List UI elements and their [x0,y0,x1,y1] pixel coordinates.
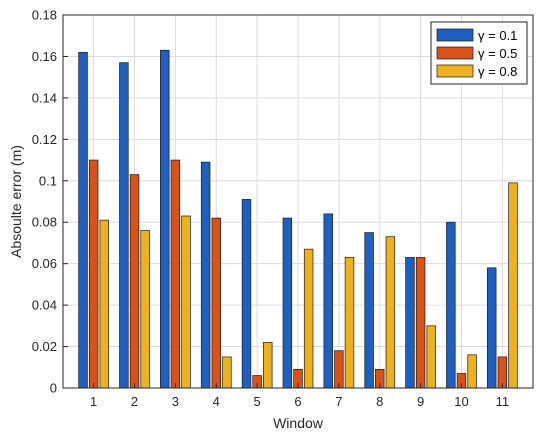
bar-series1-window-6 [282,217,293,389]
bar-series3-window-7 [344,257,355,389]
x-axis-label: Window [273,415,324,431]
plot-frame [62,14,534,389]
legend-label: γ = 0.5 [478,46,517,61]
bar-series1-window-4 [200,161,211,389]
bar-series2-window-2 [129,174,140,389]
x-tick-label: 11 [496,394,510,409]
bar-series2-window-9 [415,257,426,389]
legend-label: γ = 0.1 [478,28,517,43]
bars [78,49,518,389]
y-tick-label: 0.14 [32,90,57,105]
x-tick-label: 7 [335,394,342,409]
bar-series3-window-9 [426,325,436,389]
bar-series2-window-4 [211,217,221,389]
bar-series1-window-9 [405,257,415,389]
x-tick-label: 4 [213,394,220,409]
bar-series3-window-8 [385,236,396,389]
bar-series1-window-7 [323,213,333,389]
bar-series1-window-8 [364,232,374,389]
bar-series3-window-3 [181,215,191,389]
legend-swatch [436,46,474,60]
x-tick-label: 5 [254,394,261,409]
bar-series2-window-7 [334,350,344,389]
y-tick-label: 0.1 [39,173,57,188]
legend-label: γ = 0.8 [478,64,517,79]
x-tick-label: 6 [294,394,301,409]
bar-series3-window-10 [467,354,477,389]
bar-series3-window-6 [303,248,314,389]
bar-series1-window-2 [119,62,129,389]
y-tick-label: 0.16 [32,49,57,64]
x-tick-label: 1 [90,394,97,409]
bar-series1-window-3 [160,49,170,389]
y-tick-label: 0.02 [32,339,57,354]
y-tick-label: 0.04 [32,298,57,313]
bar-series3-window-1 [99,219,109,389]
bar-series3-window-4 [222,356,232,389]
bar-series1-window-1 [78,51,88,389]
y-tick-label: 0 [50,381,57,396]
x-tick-label: 8 [376,394,383,409]
legend-swatch [436,64,474,78]
y-tick-label: 0.06 [32,256,57,271]
x-tick-label: 9 [417,394,424,409]
x-tick-label: 2 [131,394,138,409]
y-tick-label: 0.08 [32,215,57,230]
bar-series3-window-5 [263,342,273,389]
x-tick-labels: 1 2 3 4 5 6 7 8 9 10 11 [90,394,509,409]
bar-series1-window-11 [487,267,497,389]
y-tick-labels: 0 0.02 0.04 0.06 0.08 0.1 0.12 0.14 0.16 0.18 [32,8,57,396]
y-tick-label: 0.12 [32,132,57,147]
x-tick-label: 10 [454,394,468,409]
y-axis-label: Absoulte error (m) [8,145,24,258]
bar-series2-window-3 [170,159,181,389]
bar-series1-window-10 [446,221,456,389]
bar-series3-window-2 [140,230,150,389]
legend-swatch [436,28,474,42]
x-tick-label: 3 [172,394,179,409]
legend: γ = 0.1 γ = 0.5 γ = 0.8 [430,21,528,85]
bar-series3-window-11 [508,182,518,389]
axes [62,14,534,389]
bar-series2-window-1 [88,159,99,389]
bar-series1-window-5 [241,199,252,389]
y-tick-label: 0.18 [32,8,57,23]
